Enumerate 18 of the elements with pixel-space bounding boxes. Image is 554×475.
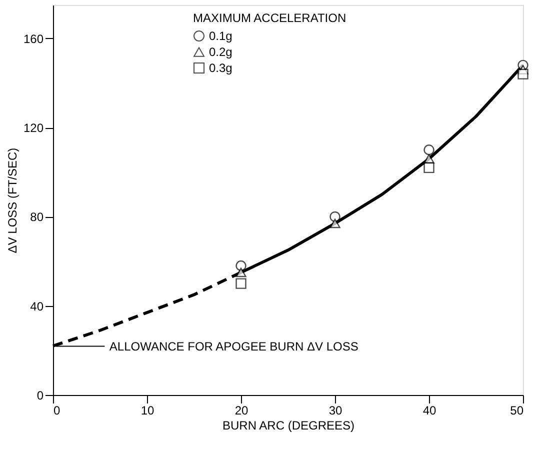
x-tick-label: 10 [140, 404, 154, 418]
legend-label: 0.2g [209, 45, 232, 59]
y-tick-label: 120 [23, 121, 44, 136]
x-tick-label: 50 [510, 404, 524, 418]
x-tick-label: 30 [328, 404, 342, 418]
legend-title: MAXIMUM ACCELERATION [193, 11, 346, 25]
y-tick-label: 80 [30, 210, 44, 224]
legend-label: 0.3g [209, 61, 232, 75]
y-tick-label: 160 [23, 32, 44, 46]
x-tick-label: 0 [54, 404, 60, 418]
annotation: ALLOWANCE FOR APOGEE BURN ΔV LOSS [109, 339, 358, 354]
y-tick-label: 0 [36, 388, 44, 402]
x-axis-title: BURN ARC (DEGREES) [222, 418, 355, 432]
y-tick-label: 40 [30, 299, 44, 314]
x-tick-label: 20 [234, 404, 248, 418]
x-tick-label: 40 [422, 404, 436, 418]
y-axis-title: ΔV LOSS (FT/SEC) [5, 148, 20, 254]
legend-label: 0.1g [209, 29, 232, 43]
